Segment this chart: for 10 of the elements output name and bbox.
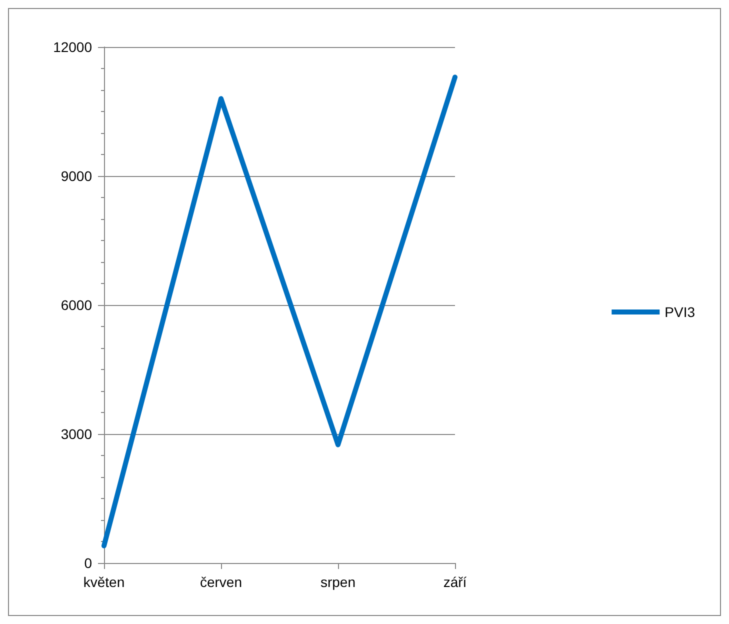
x-tick-label: červen [200,574,242,590]
x-tick-label: září [443,574,467,590]
y-tick-label: 6000 [60,297,92,313]
x-tick-label: srpen [320,574,356,590]
y-tick-label: 9000 [60,168,92,184]
x-tick-label: květen [83,574,125,590]
y-tick-label: 0 [84,555,92,571]
y-tick-label: 12000 [53,39,92,55]
legend-label: PVI3 [664,304,696,320]
y-tick-label: 3000 [60,426,92,442]
